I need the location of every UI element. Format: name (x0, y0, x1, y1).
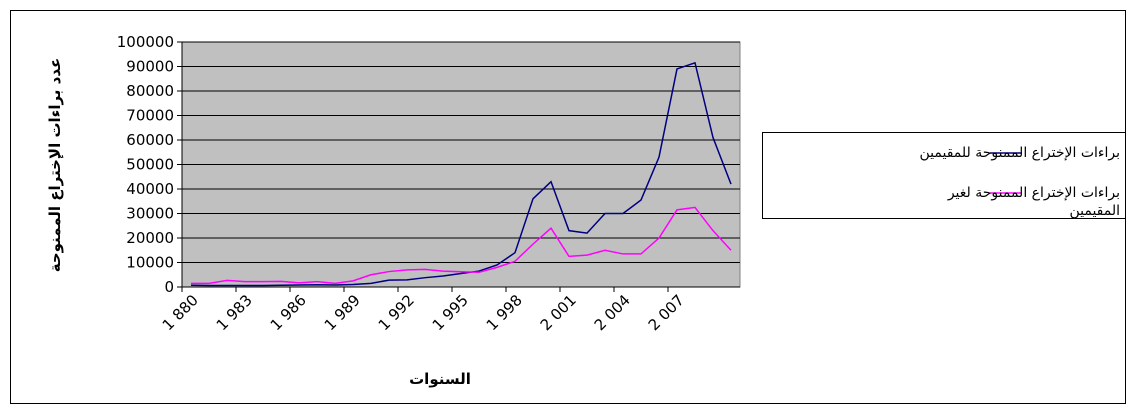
y-axis-title: عدد براءات الإختراع الممنوحة (46, 58, 64, 273)
y-tick-label: 100000 (117, 33, 174, 51)
y-tick-label: 0 (164, 278, 174, 296)
x-axis-title: السنوات (409, 370, 471, 388)
y-tick-label: 70000 (126, 107, 174, 125)
y-tick-label: 30000 (126, 205, 174, 223)
series-line (190, 61, 732, 287)
y-tick-label: 50000 (126, 156, 174, 174)
legend-label: براءات الإختراع الممنوحة للمقيمين (919, 145, 1120, 161)
y-tick-label: 40000 (126, 180, 174, 198)
y-tick-label: 20000 (126, 229, 174, 247)
series-line (191, 206, 732, 285)
y-tick-label: 80000 (126, 82, 174, 100)
y-tick-label: 60000 (126, 131, 174, 149)
legend-label: براءات الإختراع الممنوحة لغير المقيمين (947, 185, 1120, 219)
legend-box (762, 132, 1126, 219)
y-tick-label: 10000 (126, 254, 174, 272)
y-tick-label: 90000 (126, 58, 174, 76)
